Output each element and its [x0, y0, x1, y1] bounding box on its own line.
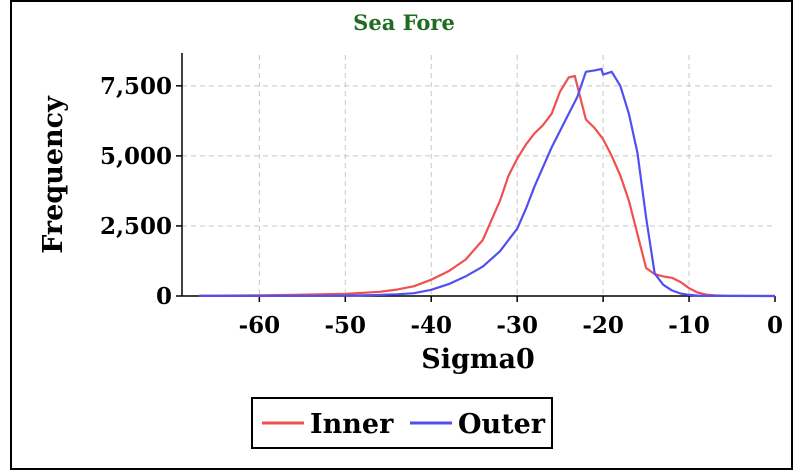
x-tick-label: -40	[410, 312, 452, 339]
chart-title: Sea Fore	[353, 10, 455, 35]
legend: Inner Outer	[251, 397, 553, 449]
series	[199, 67, 776, 298]
series-line-outer	[199, 67, 776, 298]
x-axis-title: Sigma0	[421, 344, 534, 375]
y-tick-label: 0	[156, 283, 172, 310]
x-tick-label: 0	[767, 312, 783, 339]
y-tick-label: 5,000	[100, 143, 172, 170]
legend-label-outer: Outer	[458, 409, 546, 440]
sigma0-frequency-chart: Sea Fore -60 -50 -40 -30 -20 -10 0 0 2,500 5,000…	[38, 10, 783, 449]
x-tick-label: -30	[496, 312, 538, 339]
x-tick-label: -50	[325, 312, 367, 339]
x-tick-label: -20	[582, 312, 624, 339]
y-tick-labels: 0 2,500 5,000 7,500	[100, 73, 172, 310]
y-axis-title: Frequency	[38, 95, 69, 254]
y-tick-label: 2,500	[100, 213, 172, 240]
legend-label-inner: Inner	[310, 409, 394, 440]
axes	[176, 53, 776, 302]
x-tick-label: -10	[668, 312, 710, 339]
x-tick-labels: -60 -50 -40 -30 -20 -10 0	[239, 312, 783, 339]
grid	[182, 55, 775, 296]
series-line-inner	[199, 74, 776, 298]
x-tick-label: -60	[239, 312, 281, 339]
y-tick-label: 7,500	[100, 73, 172, 100]
